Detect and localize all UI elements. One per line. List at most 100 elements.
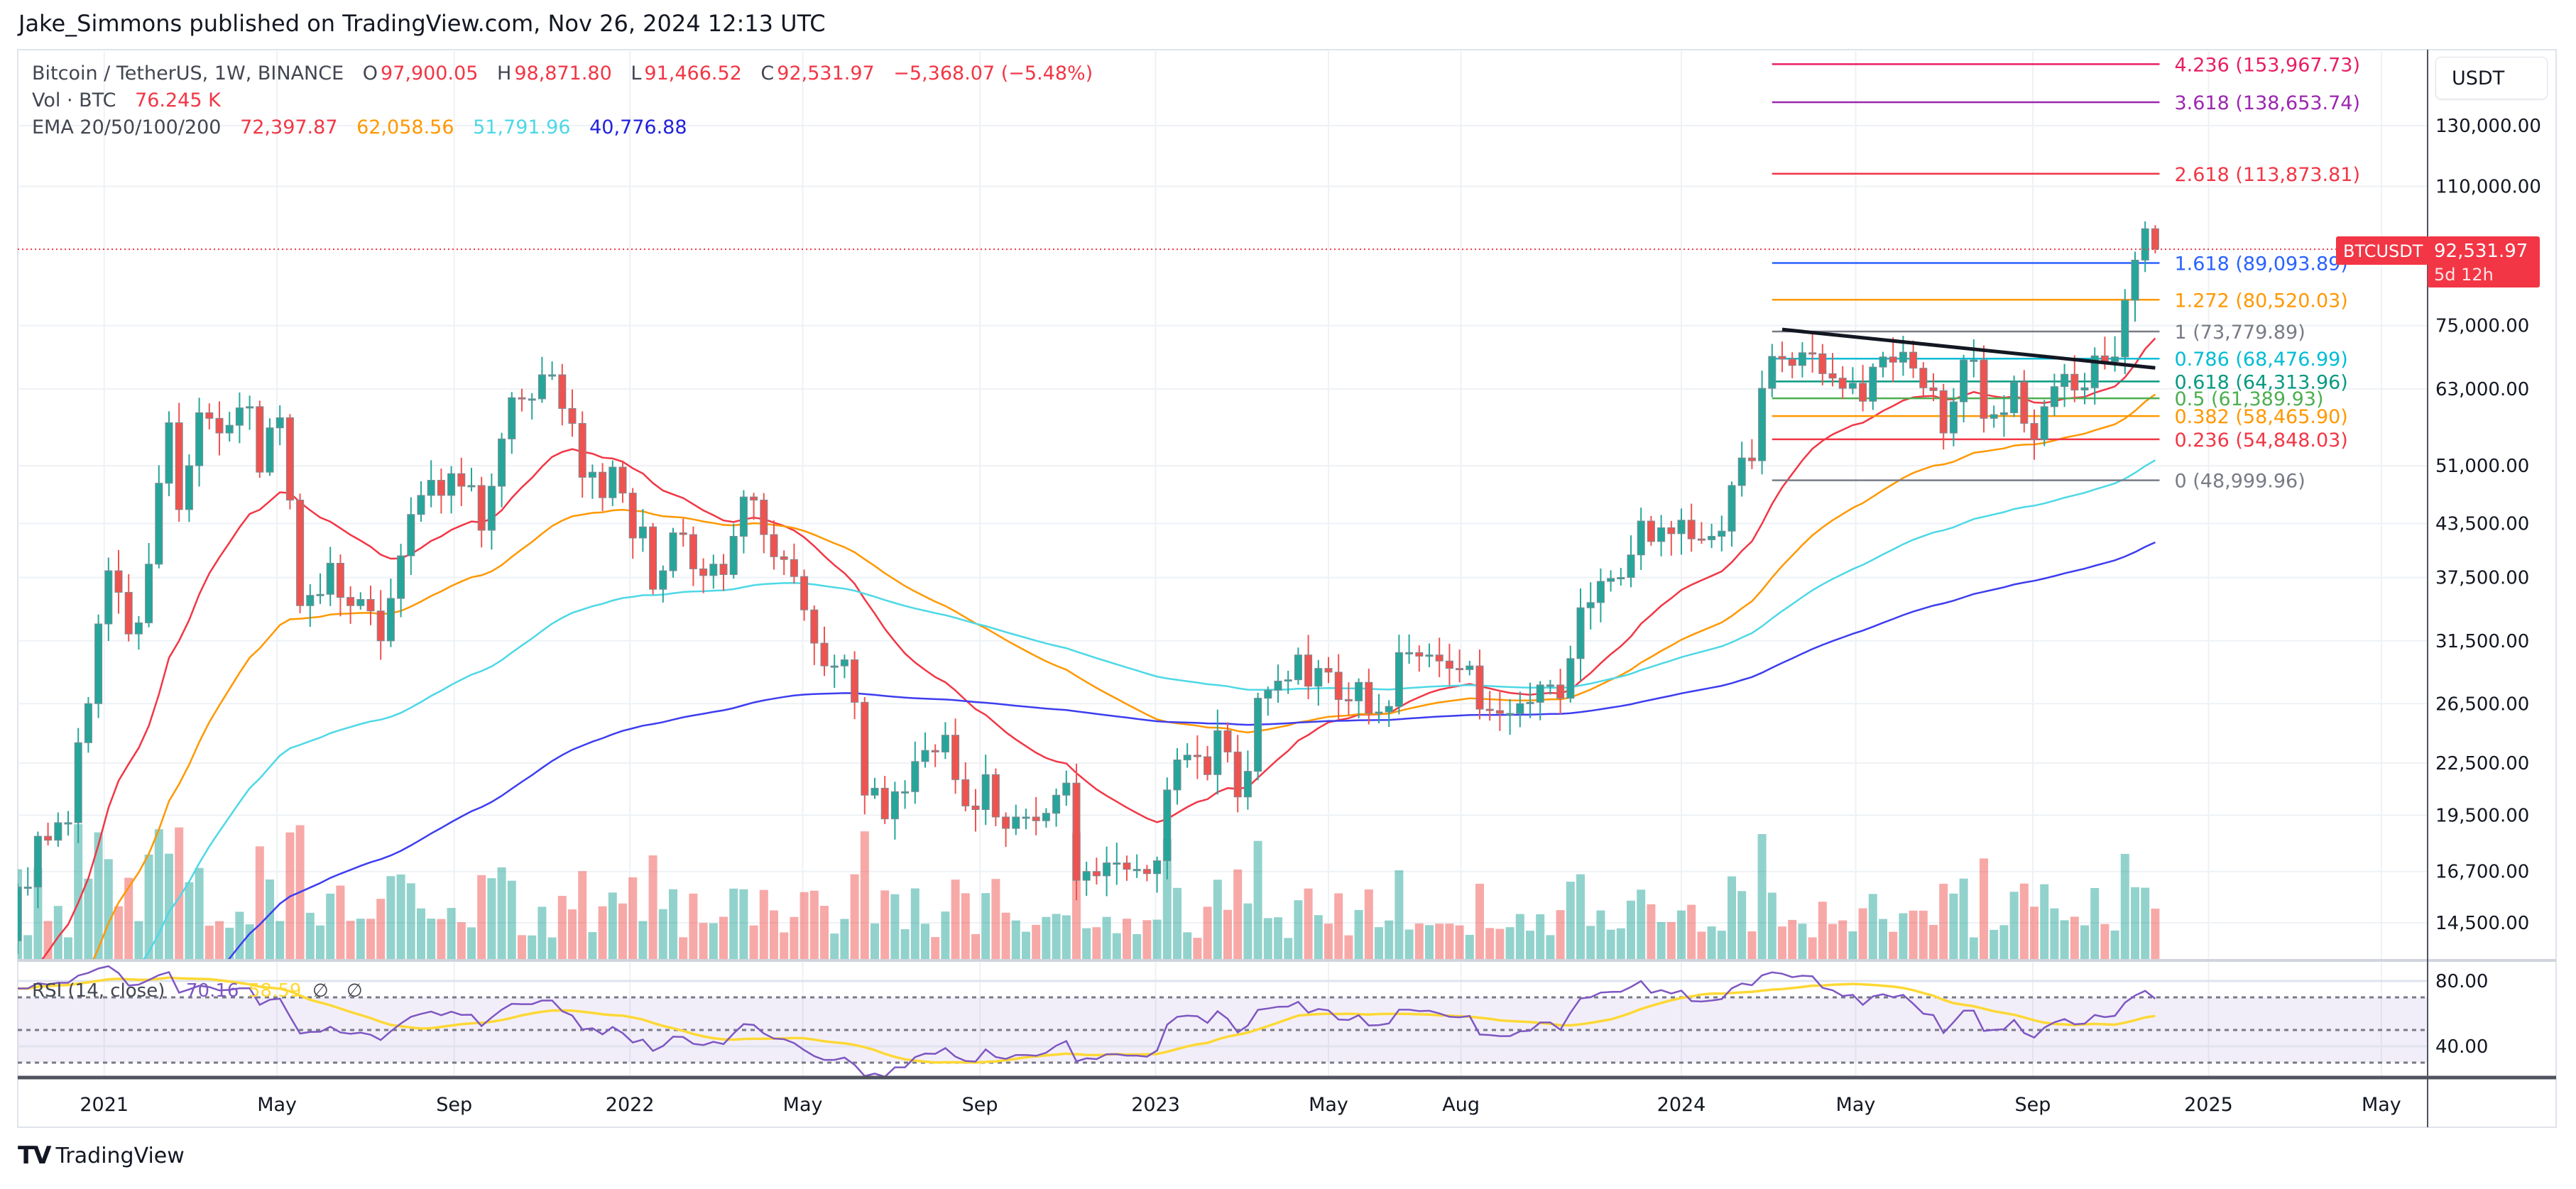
trendline[interactable] (1781, 327, 2156, 370)
volume-bar (689, 893, 698, 960)
volume-bar (1052, 914, 1061, 960)
candle-body (23, 887, 32, 889)
ema20-value: 72,397.87 (240, 116, 338, 138)
candle-body (1466, 665, 1474, 670)
candle (1566, 645, 1575, 703)
volume-bar (1284, 938, 1293, 960)
candle (1607, 570, 1615, 592)
time-axis[interactable]: 2021 May Sep 2022 May Sep 2023 May Aug 2024 May Sep… (80, 1094, 2401, 1116)
candle (2030, 409, 2039, 460)
rsi-lines (18, 965, 2156, 1077)
volume-bar (981, 893, 990, 960)
candle-body (1546, 684, 1554, 687)
candle (1183, 743, 1191, 768)
candle-body (1153, 860, 1162, 875)
candle (215, 401, 224, 456)
candle (1677, 508, 1686, 555)
ema-legend[interactable]: EMA 20/50/100/200 72,397.87 62,058.56 51… (32, 116, 690, 138)
volume-bar (2110, 930, 2119, 960)
tradingview-logo[interactable]: TV TradingView (18, 1141, 185, 1170)
candle-body (840, 659, 848, 667)
candle (1788, 352, 1796, 378)
symbol-legend[interactable]: Bitcoin / TetherUS, 1W, BINANCE O 97,900.… (32, 62, 1096, 84)
volume-bar (2080, 925, 2089, 960)
candle (941, 722, 949, 760)
candle (1808, 332, 1817, 373)
volume-bar (1455, 925, 1464, 960)
candle (1909, 340, 1918, 378)
candle (2070, 355, 2079, 402)
volume-bar (729, 888, 738, 960)
candle-body (2111, 356, 2119, 363)
candle-body (1859, 383, 1867, 402)
volume-bar (64, 937, 72, 960)
candle-body (1788, 358, 1796, 366)
candle-body (1032, 816, 1040, 821)
fib-extension[interactable]: 4.236 (153,967.73) 3.618 (138,653.74) 2.61… (1772, 54, 2360, 493)
volume-bar (588, 932, 597, 960)
volume-bar (1536, 914, 1545, 960)
volume-bar (427, 919, 436, 960)
candle (1848, 367, 1857, 395)
volume-bar (1677, 910, 1686, 960)
candle-body (709, 564, 718, 576)
candle (225, 412, 234, 442)
volume-bar (1385, 920, 1394, 960)
volume-bar (53, 906, 62, 960)
candle (33, 831, 42, 909)
volume-bar (1687, 904, 1696, 960)
candle-body (447, 473, 456, 496)
candle-body (114, 570, 123, 593)
candle (890, 782, 899, 840)
candle-body (477, 485, 486, 531)
candle-body (578, 422, 586, 478)
candle (326, 547, 334, 606)
volume-bar (1475, 883, 1484, 960)
countdown: 5d 12h (2434, 265, 2494, 285)
currency-button[interactable]: USDT (2435, 57, 2548, 99)
volume-bar (1375, 927, 1383, 960)
candle-body (195, 412, 204, 466)
volume-bar (1728, 876, 1736, 960)
volume-bar (658, 909, 667, 960)
candle-body (1566, 658, 1575, 699)
ema-50-line (92, 393, 2156, 960)
candle-body (2020, 381, 2029, 424)
volume-bar (1334, 893, 1343, 960)
candle-body (1425, 654, 1434, 657)
volume-bar (326, 893, 335, 960)
candle-body (1415, 652, 1424, 657)
candle-body (810, 609, 819, 644)
volume-bar (961, 893, 970, 960)
volume-bar (245, 924, 254, 960)
volume-bar (871, 923, 879, 960)
volume-bar (820, 906, 829, 960)
candle-body (2141, 228, 2149, 261)
volume-bar (770, 910, 778, 960)
candle (1637, 508, 1645, 571)
volume-bar (1707, 926, 1716, 960)
candle (508, 392, 516, 454)
candle (145, 543, 153, 628)
low-label: L (631, 62, 642, 84)
volume-bar (850, 874, 859, 960)
candle-body (1072, 782, 1081, 881)
candle-body (871, 787, 879, 796)
volume-bar (1868, 894, 1877, 960)
volume-legend[interactable]: Vol · BTC 76.245 K (32, 89, 224, 111)
candle (1133, 854, 1141, 878)
volume-bar (991, 879, 1000, 960)
candle (528, 393, 536, 420)
candle-body (1344, 699, 1353, 702)
time-tick-label: 2024 (1657, 1094, 1706, 1116)
candle-body (2151, 228, 2159, 250)
candle (851, 651, 859, 719)
fib-level-label: 0.618 (64,313.96) (2174, 371, 2347, 393)
volume-bar (1637, 889, 1646, 960)
candle-body (1768, 356, 1777, 389)
volume-bar (376, 899, 386, 960)
candle (649, 522, 657, 595)
candle-body (1737, 457, 1746, 486)
price-axis[interactable]: 130,000.00 110,000.00 75,000.00 63,000.00 51… (2435, 116, 2541, 1058)
